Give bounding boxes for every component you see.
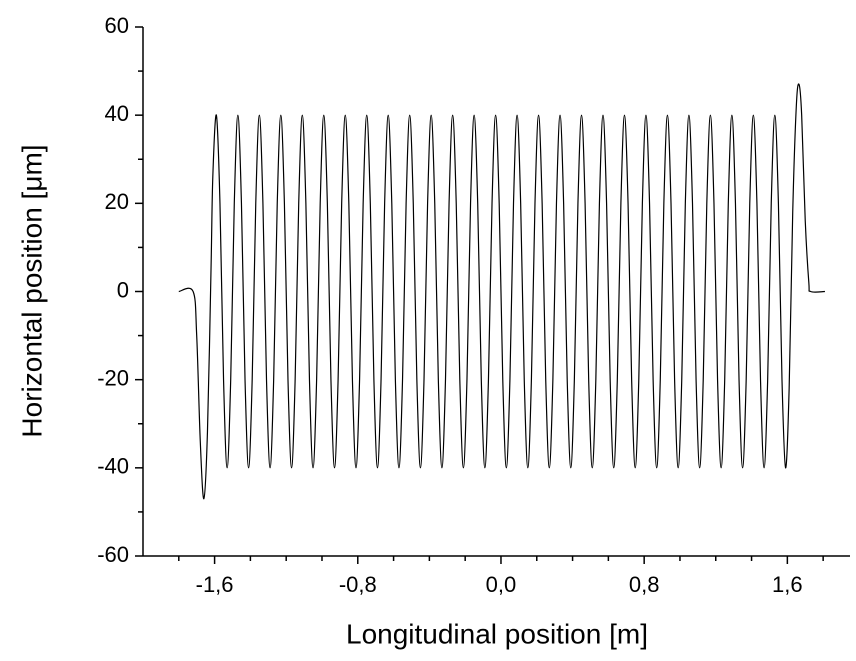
x-tick-label: 0,8 bbox=[629, 572, 660, 597]
y-axis-title: Horizontal position [μm] bbox=[16, 144, 47, 437]
y-tick-label: 40 bbox=[105, 101, 129, 126]
y-tick-label: 60 bbox=[105, 13, 129, 38]
data-line bbox=[178, 83, 825, 500]
x-axis-title: Longitudinal position [m] bbox=[346, 618, 648, 649]
y-tick-label: -20 bbox=[97, 365, 129, 390]
x-tick-label: -0,8 bbox=[339, 572, 377, 597]
y-tick-label: -60 bbox=[97, 542, 129, 567]
y-tick-label: -40 bbox=[97, 454, 129, 479]
x-tick-label: 1,6 bbox=[772, 572, 803, 597]
x-tick-label: -1,6 bbox=[196, 572, 234, 597]
y-tick-label: 20 bbox=[105, 189, 129, 214]
y-tick-label: 0 bbox=[117, 277, 129, 302]
x-tick-label: 0,0 bbox=[486, 572, 517, 597]
